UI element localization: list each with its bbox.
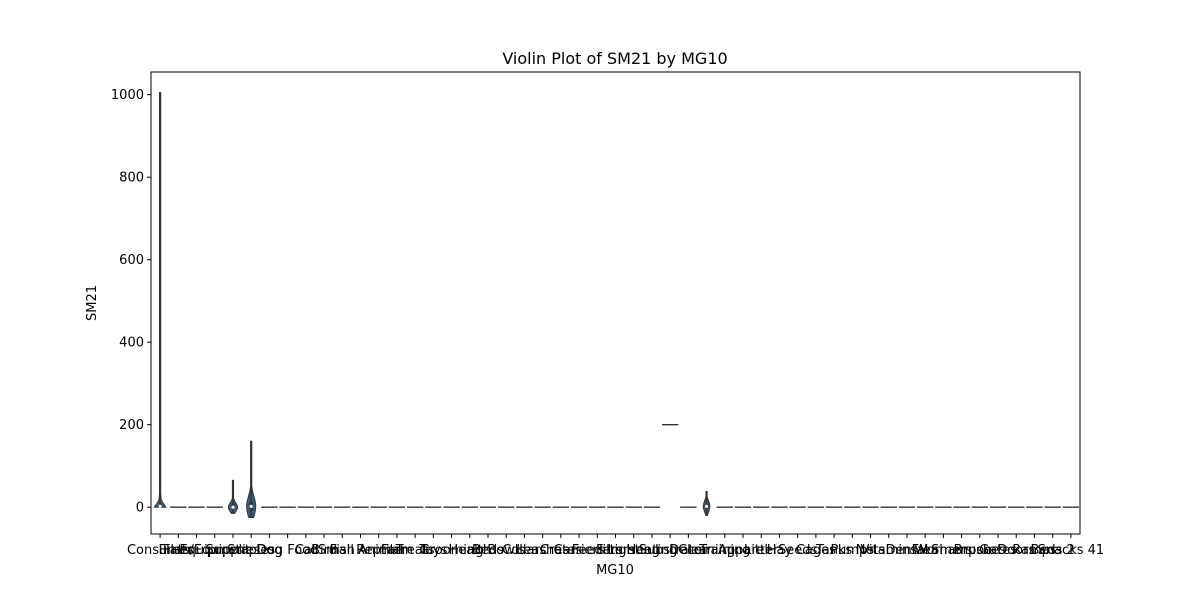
x-tick-label: Flats/Equip. xyxy=(159,543,235,558)
x-tick-label: Consumer xyxy=(127,543,194,558)
x-tick-label: Carriers xyxy=(553,543,604,558)
x-tick-label: Litter xyxy=(744,543,779,558)
violin-median xyxy=(158,504,162,508)
x-tick-label: Toys xyxy=(418,543,447,558)
x-tick-label: Ramps xyxy=(1012,543,1057,558)
x-tick-label: Dog Food xyxy=(257,543,319,558)
x-tick-label: Gates xyxy=(979,543,1017,558)
y-tick-label: 400 xyxy=(119,336,144,351)
x-tick-label: Reptile xyxy=(356,543,401,558)
y-tick-label: 1000 xyxy=(111,88,144,103)
x-tick-label: Brushes xyxy=(954,543,1007,558)
violin-median xyxy=(231,505,235,509)
plot-area xyxy=(153,92,1080,518)
violin-median xyxy=(704,504,709,508)
x-tick-label: Pumps xyxy=(831,543,875,558)
x-tick-label: Vitamins xyxy=(860,543,917,558)
x-tick-label: Fish xyxy=(330,543,355,558)
violin-5 xyxy=(246,440,257,518)
violin-30 xyxy=(702,491,711,516)
x-axis: ConsumerFlatsFlats/Equip.EquipmentSuppli… xyxy=(127,534,1104,558)
x-tick-label: Doors xyxy=(997,543,1035,558)
x-tick-label: Treats xyxy=(395,543,435,558)
x-tick-label: Collars xyxy=(502,543,547,558)
x-tick-label: Shampoo xyxy=(931,543,992,558)
y-axis-label: SM21 xyxy=(85,285,100,321)
x-tick-label: Staples xyxy=(227,543,275,558)
x-tick-label: Small Animal xyxy=(318,543,403,558)
x-tick-label: Cat xyxy=(295,543,317,558)
x-tick-label: Flats xyxy=(163,543,194,558)
x-tick-label: Crates xyxy=(540,543,582,558)
x-tick-label: Decor xyxy=(669,543,708,558)
plot-frame xyxy=(150,71,1081,535)
x-tick-label: Apparel xyxy=(718,543,768,558)
y-tick-label: 0 xyxy=(136,501,144,516)
x-tick-label: Filters xyxy=(596,543,635,558)
x-tick-label: Farm xyxy=(381,543,413,558)
x-tick-label: Training xyxy=(698,543,750,558)
violin-0 xyxy=(153,92,167,508)
y-tick-label: 200 xyxy=(119,418,144,433)
x-tick-label: Dental xyxy=(885,543,928,558)
x-tick-label: Bird xyxy=(311,543,337,558)
x-tick-label: Nets xyxy=(856,543,886,558)
x-tick-label: Tanks xyxy=(815,543,853,558)
x-tick-label: Wormers xyxy=(914,543,972,558)
violin-median xyxy=(249,504,253,508)
violin-4 xyxy=(227,479,239,514)
y-axis: 0 200 400 600 800 1000 xyxy=(111,88,151,516)
x-tick-label: Lighting xyxy=(607,543,660,558)
x-tick-label: Grooming xyxy=(420,543,484,558)
x-tick-label: Feeders xyxy=(572,543,623,558)
x-axis-label: MG10 xyxy=(596,563,634,578)
x-tick-label: Flea xyxy=(912,543,939,558)
x-tick-label: Health xyxy=(448,543,491,558)
x-tick-label: Cages xyxy=(796,543,836,558)
x-tick-label: Supplies xyxy=(205,543,260,558)
chart-title: Violin Plot of SM21 by MG10 xyxy=(502,49,727,68)
y-tick-label: 600 xyxy=(119,253,144,268)
x-tick-label: Cleaning xyxy=(678,543,735,558)
y-tick-label: 800 xyxy=(119,171,144,186)
x-tick-label: Equipment xyxy=(179,543,250,558)
x-tick-label: Snacks 41 xyxy=(1038,543,1105,558)
x-tick-label: Seeds xyxy=(778,543,818,558)
x-tick-label: Beds xyxy=(472,543,504,558)
x-tick-label: Hay xyxy=(767,543,793,558)
x-tick-label: Substrate xyxy=(639,543,702,558)
x-tick-label: Beds 2 xyxy=(1030,543,1074,558)
x-tick-label: Heating xyxy=(626,543,677,558)
x-tick-label: Leashes xyxy=(516,543,569,558)
x-tick-label: Dog xyxy=(256,543,282,558)
x-tick-label: Bowls xyxy=(487,543,525,558)
